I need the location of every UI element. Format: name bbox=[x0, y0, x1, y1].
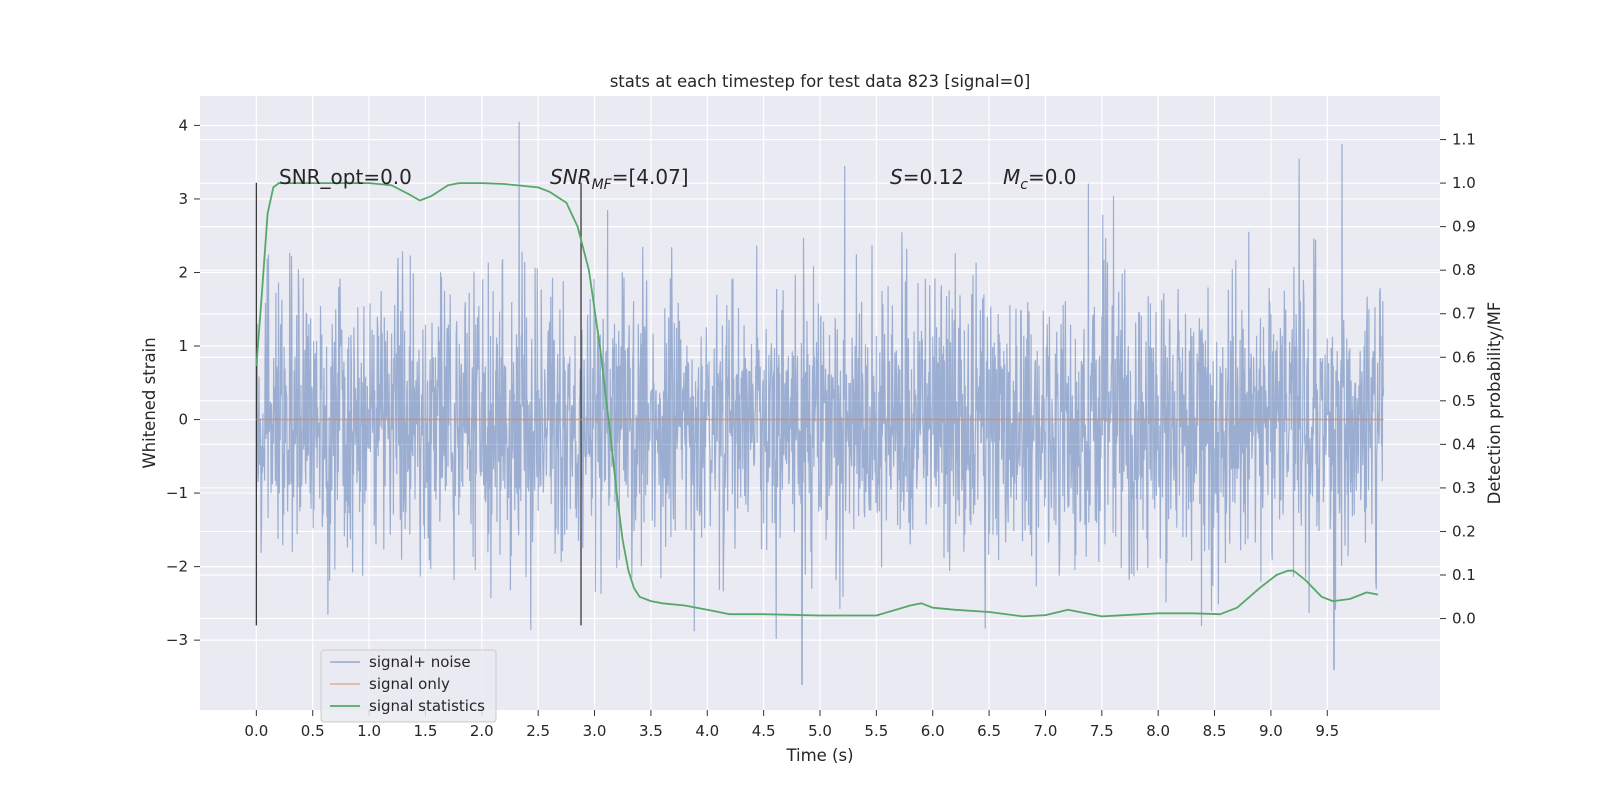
x-tick-label: 8.0 bbox=[1146, 722, 1170, 740]
x-tick-label: 0.0 bbox=[244, 722, 268, 740]
legend: signal+ noise signal only signal statist… bbox=[320, 649, 497, 723]
series-signal-statistics bbox=[255, 182, 1379, 618]
y-right-tick-label: 0.7 bbox=[1452, 305, 1476, 323]
vertical-markers bbox=[255, 182, 582, 626]
y-tick-label: 3 bbox=[178, 190, 188, 208]
y-tick-label: 2 bbox=[178, 263, 188, 281]
y-ticks-left: 4 3 2 1 0 −1 −2 −3 bbox=[166, 116, 200, 649]
x-tick-label: 4.0 bbox=[695, 722, 719, 740]
y-right-tick-label: 0.0 bbox=[1452, 610, 1476, 628]
x-tick-label: 8.5 bbox=[1203, 722, 1227, 740]
annotation-mc: Mc=0.0 bbox=[1003, 165, 1077, 193]
y-tick-label: −2 bbox=[166, 558, 188, 576]
y-right-tick-label: 0.1 bbox=[1452, 566, 1476, 584]
y-right-tick-label: 0.8 bbox=[1452, 261, 1476, 279]
x-tick-label: 2.0 bbox=[470, 722, 494, 740]
x-tick-label: 9.0 bbox=[1259, 722, 1283, 740]
x-tick-label: 4.5 bbox=[752, 722, 776, 740]
y-right-tick-label: 0.6 bbox=[1452, 348, 1476, 366]
x-tick-label: 5.0 bbox=[808, 722, 832, 740]
y-right-tick-label: 0.9 bbox=[1452, 218, 1476, 236]
y-right-axis-label: Detection probability/MF bbox=[1485, 302, 1504, 505]
y-axis-label: Whitened strain bbox=[140, 337, 159, 468]
y-tick-label: 0 bbox=[178, 411, 188, 429]
y-right-tick-label: 0.5 bbox=[1452, 392, 1476, 410]
x-tick-label: 0.5 bbox=[301, 722, 325, 740]
chart-title: stats at each timestep for test data 823… bbox=[610, 72, 1031, 91]
x-ticks: 0.0 0.5 1.0 1.5 2.0 2.5 3.0 3.5 4.0 4.5 5.0 5.5 6.0 6… bbox=[244, 710, 1339, 740]
annotation-snr-opt: SNR_opt=0.0 bbox=[279, 165, 412, 189]
y-ticks-right: 1.1 1.0 0.9 0.8 0.7 0.6 0.5 0.4 0.3 0.2 0.1 0.0 bbox=[1440, 131, 1476, 628]
y-right-tick-label: 0.3 bbox=[1452, 479, 1476, 497]
y-tick-label: −1 bbox=[166, 484, 188, 502]
y-tick-label: 4 bbox=[178, 116, 188, 134]
noise-series bbox=[255, 121, 1385, 685]
x-tick-label: 9.5 bbox=[1315, 722, 1339, 740]
legend-label-stats: signal statistics bbox=[369, 697, 485, 715]
y-tick-label: 1 bbox=[178, 337, 188, 355]
x-tick-label: 5.5 bbox=[864, 722, 888, 740]
legend-label-signal: signal only bbox=[369, 675, 450, 693]
y-right-tick-label: 0.2 bbox=[1452, 522, 1476, 540]
x-tick-label: 1.0 bbox=[357, 722, 381, 740]
legend-box bbox=[320, 649, 497, 723]
annotation-snr-mf: SNRMF=[4.07] bbox=[550, 165, 689, 193]
y-right-tick-label: 1.0 bbox=[1452, 174, 1476, 192]
x-tick-label: 7.0 bbox=[1034, 722, 1058, 740]
x-tick-label: 2.5 bbox=[526, 722, 550, 740]
x-tick-label: 6.5 bbox=[977, 722, 1001, 740]
x-tick-label: 3.0 bbox=[583, 722, 607, 740]
legend-label-noise: signal+ noise bbox=[369, 653, 471, 671]
y-right-tick-label: 0.4 bbox=[1452, 435, 1476, 453]
x-tick-label: 7.5 bbox=[1090, 722, 1114, 740]
annotation-s: S=0.12 bbox=[890, 165, 964, 189]
line-series bbox=[255, 182, 1384, 618]
y-tick-label: −3 bbox=[166, 631, 188, 649]
x-tick-label: 6.0 bbox=[921, 722, 945, 740]
x-axis-label: Time (s) bbox=[785, 746, 853, 765]
x-tick-label: 1.5 bbox=[414, 722, 438, 740]
series-signal-noise bbox=[255, 121, 1385, 685]
x-tick-label: 3.5 bbox=[639, 722, 663, 740]
y-right-tick-label: 1.1 bbox=[1452, 131, 1476, 149]
